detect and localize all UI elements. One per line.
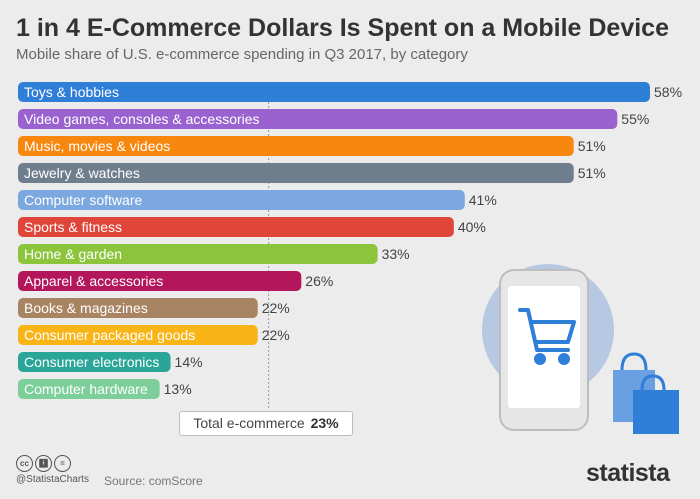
chart-title: 1 in 4 E-Commerce Dollars Is Spent on a … [16, 14, 669, 42]
bar-value-label: 33% [382, 246, 410, 262]
bar-value-label: 22% [262, 300, 290, 316]
bar-chart: Toys & hobbies 58% Video games, consoles &… [18, 82, 682, 410]
equals-icon: = [54, 455, 71, 472]
total-ecommerce-box: Total e-commerce 23% [179, 411, 353, 436]
bar [18, 298, 258, 318]
bar [18, 271, 302, 291]
bar [18, 244, 378, 264]
bar-category-label: Books & magazines [24, 300, 148, 316]
bar-category-label: Computer software [24, 192, 142, 208]
bar-category-label: Consumer electronics [24, 354, 159, 370]
bar-category-label: Sports & fitness [24, 219, 122, 235]
chart-subtitle: Mobile share of U.S. e-commerce spending… [16, 46, 468, 63]
bar-value-label: 51% [578, 138, 606, 154]
bar-category-label: Music, movies & videos [24, 138, 170, 154]
bar-value-label: 22% [262, 327, 290, 343]
cc-icon: cc [16, 455, 33, 472]
license-footer: cc 🚹︎ = @StatistaCharts [16, 455, 89, 485]
bar-value-label: 14% [175, 354, 203, 370]
bar-value-label: 55% [621, 111, 649, 127]
bar [18, 109, 618, 129]
by-icon: 🚹︎ [35, 455, 52, 472]
source-note: Source: comScore [104, 474, 203, 488]
bar [18, 190, 465, 210]
bar-value-label: 41% [469, 192, 497, 208]
bar-category-label: Computer hardware [24, 381, 148, 397]
bar [18, 325, 258, 345]
bar [18, 136, 574, 156]
bar-value-label: 58% [654, 84, 682, 100]
bar [18, 217, 454, 237]
bar [18, 379, 160, 399]
bar [18, 163, 574, 183]
bar [18, 82, 650, 102]
bar-category-label: Toys & hobbies [24, 84, 119, 100]
bar-category-label: Home & garden [24, 246, 122, 262]
bar-value-label: 51% [578, 165, 606, 181]
bar [18, 352, 171, 372]
bar-category-label: Consumer packaged goods [24, 327, 195, 343]
total-label: Total e-commerce [193, 415, 305, 431]
shopping-bags-icon [613, 352, 679, 434]
shopping-cart-icon [518, 308, 576, 365]
twitter-handle: @StatistaCharts [16, 474, 89, 485]
bar-category-label: Jewelry & watches [24, 165, 140, 181]
bar-value-label: 40% [458, 219, 486, 235]
total-value: 23% [310, 415, 339, 431]
mobile-shopping-illustration [482, 264, 679, 434]
bar-value-label: 13% [164, 381, 192, 397]
bar-category-label: Apparel & accessories [24, 273, 163, 289]
bar-category-label: Video games, consoles & accessories [24, 111, 260, 127]
bar-value-label: 26% [305, 273, 333, 289]
statista-logo: statista [586, 459, 670, 487]
